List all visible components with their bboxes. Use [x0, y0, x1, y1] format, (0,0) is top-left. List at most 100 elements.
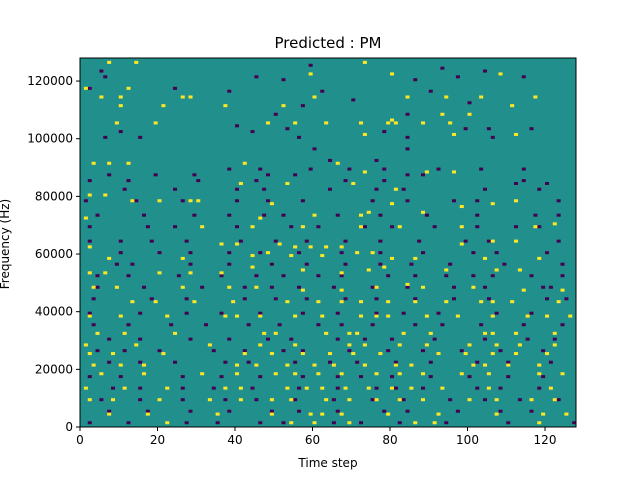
- heatmap-cell-low: [428, 375, 433, 379]
- heatmap-cell-low: [498, 349, 503, 353]
- plot-background: [80, 58, 576, 427]
- heatmap-cell-low: [153, 173, 158, 177]
- heatmap-cell-low: [502, 262, 507, 266]
- heatmap-cell-high: [514, 199, 519, 203]
- heatmap-cell-low: [254, 274, 259, 278]
- heatmap-cell-high: [324, 121, 329, 125]
- heatmap-cell-high: [293, 121, 298, 125]
- heatmap-cell-low: [273, 297, 278, 301]
- heatmap-cell-high: [347, 421, 352, 425]
- heatmap-cell-high: [359, 300, 364, 304]
- heatmap-cell-low: [479, 323, 484, 327]
- heatmap-cell-high: [397, 225, 402, 229]
- heatmap-cell-low: [312, 147, 317, 151]
- heatmap-cell-low: [157, 349, 162, 353]
- heatmap-cell-low: [258, 375, 263, 379]
- heatmap-cell-high: [300, 288, 305, 292]
- heatmap-cell-low: [142, 285, 147, 289]
- heatmap-cell-high: [355, 251, 360, 255]
- heatmap-cell-high: [99, 372, 104, 376]
- heatmap-cell-high: [467, 343, 472, 347]
- heatmap-cell-low: [413, 297, 418, 301]
- heatmap-cell-high: [335, 161, 340, 165]
- heatmap-cell-high: [269, 202, 274, 206]
- heatmap-cell-low: [390, 375, 395, 379]
- heatmap-cell-high: [126, 86, 131, 90]
- heatmap-cell-low: [355, 360, 360, 364]
- heatmap-cell-low: [541, 349, 546, 353]
- heatmap-cell-low: [204, 323, 209, 327]
- heatmap-cell-high: [118, 363, 123, 367]
- heatmap-cell-high: [393, 187, 398, 191]
- heatmap-cell-high: [118, 95, 123, 99]
- heatmap-cell-low: [300, 311, 305, 315]
- heatmap-cell-low: [145, 409, 150, 413]
- heatmap-cell-high: [339, 271, 344, 275]
- heatmap-cell-low: [498, 409, 503, 413]
- heatmap-cell-high: [250, 265, 255, 269]
- heatmap-cell-low: [506, 360, 511, 364]
- heatmap-cell-high: [455, 314, 460, 318]
- heatmap-cell-low: [308, 63, 313, 67]
- heatmap-cell-low: [413, 323, 418, 327]
- heatmap-cell-high: [374, 372, 379, 376]
- heatmap-cell-high: [300, 268, 305, 272]
- heatmap-cell-high: [459, 372, 464, 376]
- heatmap-cell-low: [455, 75, 460, 79]
- heatmap-cell-low: [424, 213, 429, 217]
- heatmap-cell-high: [91, 161, 96, 165]
- heatmap-cell-low: [273, 112, 278, 116]
- heatmap-cell-low: [111, 386, 116, 390]
- heatmap-cell-low: [258, 421, 263, 425]
- heatmap-cell-high: [242, 352, 247, 356]
- heatmap-cell-low: [486, 239, 491, 243]
- heatmap-cell-high: [312, 421, 317, 425]
- heatmap-cell-low: [87, 311, 92, 315]
- heatmap-cell-high: [145, 412, 150, 416]
- heatmap-cell-low: [281, 421, 286, 425]
- heatmap-cell-high: [490, 239, 495, 243]
- heatmap-cell-low: [552, 337, 557, 341]
- heatmap-cell-low: [432, 337, 437, 341]
- heatmap-cell-low: [362, 225, 367, 229]
- heatmap-cell-low: [448, 398, 453, 402]
- heatmap-cell-high: [126, 161, 131, 165]
- heatmap-cell-high: [393, 121, 398, 125]
- heatmap-cell-low: [149, 297, 154, 301]
- heatmap-cell-low: [328, 158, 333, 162]
- heatmap-cell-low: [304, 262, 309, 266]
- heatmap-cell-high: [359, 225, 364, 229]
- heatmap-cell-low: [289, 225, 294, 229]
- heatmap-cell-low: [347, 349, 352, 353]
- heatmap-cell-high: [514, 132, 519, 136]
- heatmap-cell-high: [413, 256, 418, 260]
- heatmap-cell-low: [316, 274, 321, 278]
- heatmap-cell-high: [459, 225, 464, 229]
- heatmap-cell-low: [180, 199, 185, 203]
- heatmap-cell-low: [289, 337, 294, 341]
- heatmap-cell-high: [258, 216, 263, 220]
- heatmap-cell-low: [297, 135, 302, 139]
- heatmap-cell-low: [107, 337, 112, 341]
- heatmap-cell-low: [405, 173, 410, 177]
- y-axis: 0 20000 40000 60000 80000 100000 120000: [27, 74, 80, 434]
- heatmap-cell-low: [95, 213, 100, 217]
- heatmap-cell-low: [335, 213, 340, 217]
- heatmap-cell-low: [118, 251, 123, 255]
- heatmap-cell-low: [483, 187, 488, 191]
- y-tick-label: 20000: [35, 362, 73, 376]
- heatmap-cell-low: [370, 285, 375, 289]
- heatmap-cell-low: [533, 213, 538, 217]
- heatmap-cell-low: [95, 285, 100, 289]
- heatmap-cell-low: [273, 239, 278, 243]
- heatmap-cell-high: [91, 363, 96, 367]
- heatmap-cell-high: [215, 412, 220, 416]
- heatmap-cell-low: [359, 421, 364, 425]
- heatmap-cell-high: [312, 213, 317, 217]
- heatmap-cell-low: [339, 274, 344, 278]
- heatmap-cell-low: [405, 135, 410, 139]
- heatmap-cell-low: [184, 421, 189, 425]
- heatmap-cell-high: [269, 352, 274, 356]
- heatmap-cell-low: [138, 386, 143, 390]
- heatmap-cell-low: [250, 130, 255, 134]
